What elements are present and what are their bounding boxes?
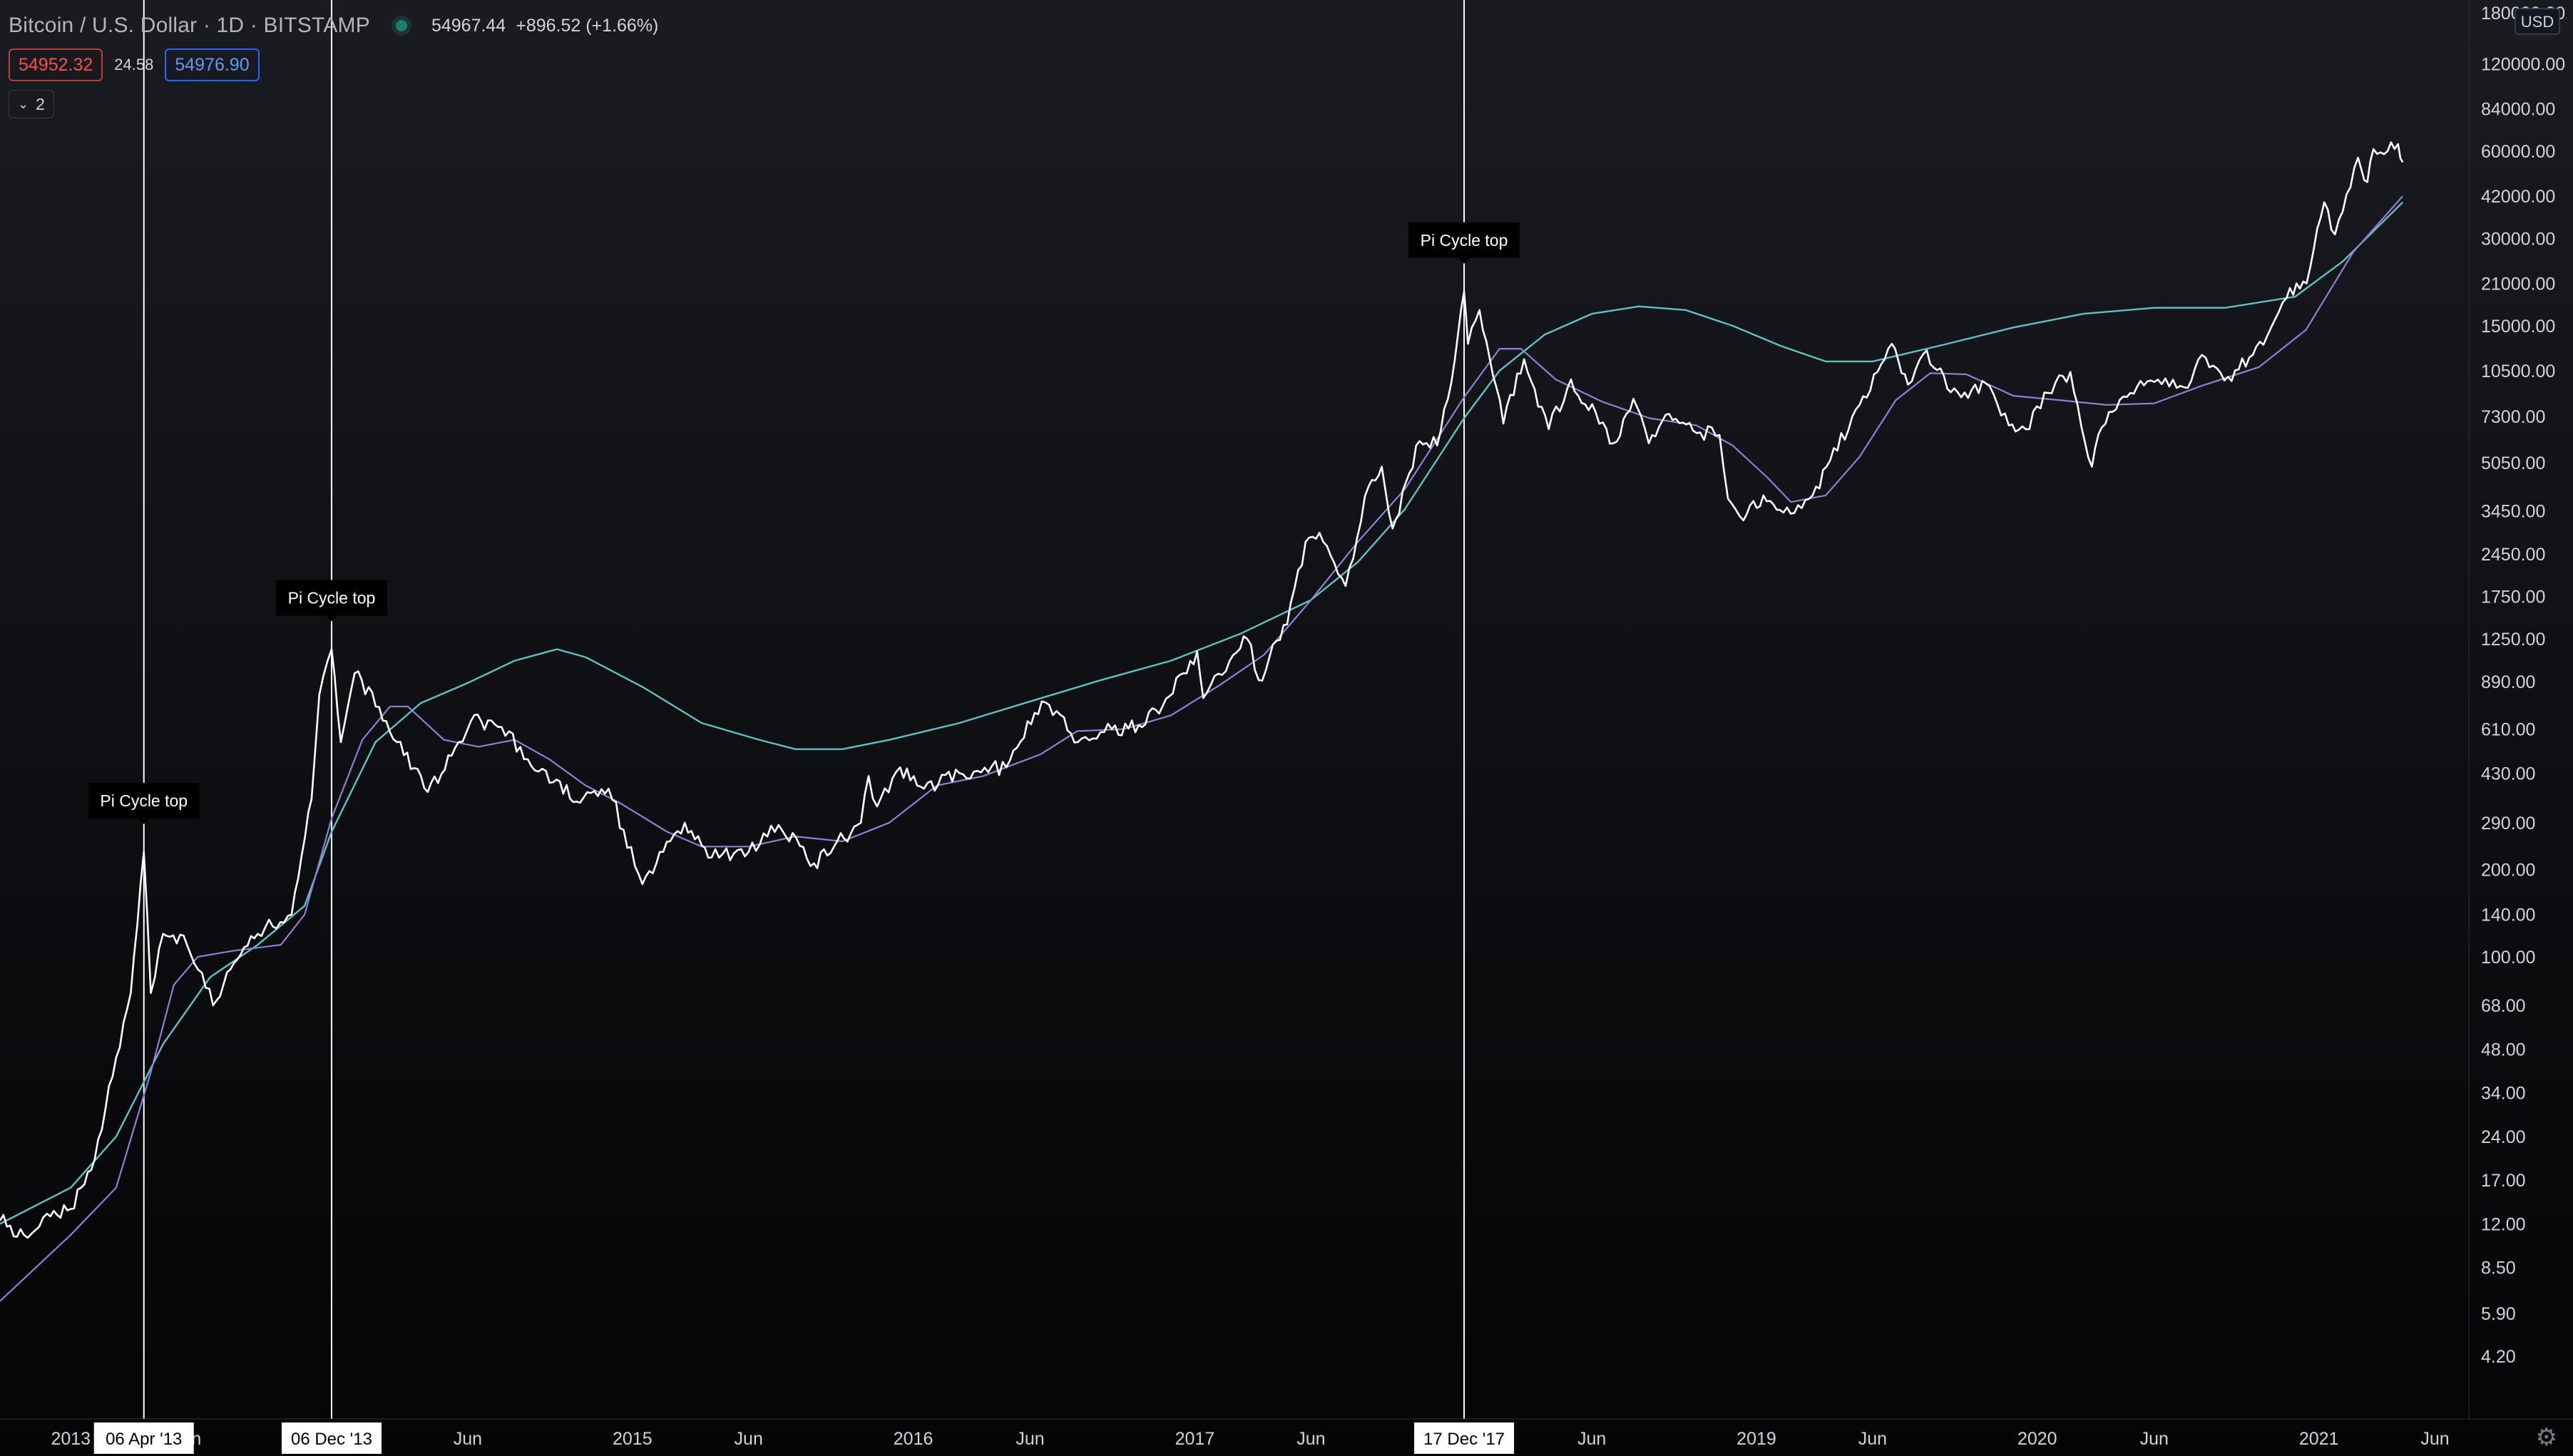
marker-date-label: 06 Apr '13 [93,1422,194,1454]
price-series-line [0,141,2404,1239]
indicators-collapse-button[interactable]: ⌄ 2 [9,90,54,118]
label-background [275,580,387,616]
y-tick-label: 8.50 [2481,1258,2516,1278]
y-tick-label: 60000.00 [2481,142,2555,162]
marker-label-text: Pi Cycle top [100,791,188,810]
marker-date-label: 06 Dec '13 [281,1422,382,1454]
y-tick-label: 12.00 [2481,1214,2526,1234]
y-tick-label: 200.00 [2481,860,2535,880]
y-tick-label: 290.00 [2481,814,2535,834]
y-tick-label: 10500.00 [2481,362,2555,381]
x-tick-label: Jun [454,1429,482,1449]
live-status-dot-icon [395,20,407,31]
y-tick-label: 1750.00 [2481,587,2545,607]
marker-date-label: 17 Dec '17 [1414,1422,1515,1454]
ma-350x2-line [0,201,2404,1225]
price-change: +896.52 (+1.66%) [516,15,659,36]
x-tick-label: Jun [735,1429,763,1449]
bid-price[interactable]: 54952.32 [9,48,103,81]
x-tick-label: 2017 [1175,1429,1215,1449]
y-tick-label: 21000.00 [2481,274,2555,294]
y-tick-label: 1250.00 [2481,630,2545,650]
y-tick-label: 30000.00 [2481,229,2555,249]
y-tick-label: 42000.00 [2481,187,2555,207]
x-tick-label: Jun [1858,1429,1887,1449]
y-tick-label: 890.00 [2481,672,2535,692]
label-background [88,782,200,819]
x-tick-label: Jun [2420,1429,2449,1449]
y-tick-label: 15000.00 [2481,317,2555,337]
x-tick-label: 2019 [1736,1429,1776,1449]
y-tick-label: 5050.00 [2481,453,2545,473]
marker-label-text: Pi Cycle top [288,589,376,607]
y-tick-label: 2450.00 [2481,545,2545,565]
currency-text: USD [2521,13,2554,31]
y-tick-label: 24.00 [2481,1127,2526,1147]
x-tick-label: 2020 [2017,1429,2057,1449]
y-tick-label: 3450.00 [2481,501,2545,521]
quote-row: 54952.32 24.58 54976.90 [9,48,260,81]
symbol-title[interactable]: Bitcoin / U.S. Dollar · 1D · BITSTAMP [9,14,370,37]
y-tick-label: 5.90 [2481,1304,2516,1324]
date-label-text: 06 Apr '13 [106,1430,182,1449]
x-tick-label: Jun [2140,1429,2169,1449]
y-tick-label: 34.00 [2481,1083,2526,1103]
x-tick-label: 2016 [894,1429,933,1449]
y-tick-label: 48.00 [2481,1040,2526,1060]
x-tick-label: Jun [1577,1429,1606,1449]
label-pointer [325,615,337,622]
ask-price[interactable]: 54976.90 [165,48,260,81]
spread: 24.58 [114,56,154,73]
y-tick-label: 140.00 [2481,905,2535,925]
date-label-text: 06 Dec '13 [291,1430,372,1449]
x-tick-label: Jun [1016,1429,1044,1449]
gear-icon[interactable]: ⚙ [2535,1424,2557,1451]
y-tick-label: 430.00 [2481,764,2535,784]
y-tick-label: 100.00 [2481,948,2535,968]
currency-box [2515,8,2560,35]
currency-label[interactable]: USD [2515,8,2560,35]
chevron-down-icon: ⌄ [18,96,29,111]
x-tick-label: Jun [1296,1429,1325,1449]
x-tick-label: 2015 [613,1429,653,1449]
y-tick-label: 68.00 [2481,996,2526,1016]
marker-label-text: Pi Cycle top [1421,231,1508,250]
label-pointer [138,818,150,824]
label-pointer [1458,257,1470,264]
pi-cycle-top-label: Pi Cycle top [88,782,200,824]
date-label-background [281,1422,382,1454]
symbol-legend: Bitcoin / U.S. Dollar · 1D · BITSTAMP 54… [9,10,658,41]
y-tick-label: 4.20 [2481,1347,2516,1367]
y-tick-label: 84000.00 [2481,100,2555,120]
date-label-text: 17 Dec '17 [1423,1430,1505,1449]
pi-cycle-top-label: Pi Cycle top [275,580,387,622]
date-label-background [93,1422,194,1454]
pi-cycle-top-label: Pi Cycle top [1408,222,1520,264]
y-tick-label: 610.00 [2481,720,2535,740]
label-background [1408,222,1520,258]
ma-111-line [0,195,2404,1302]
x-tick-label: 2013 [51,1429,91,1449]
last-price: 54967.44 [431,15,506,36]
y-tick-label: 120000.00 [2481,55,2565,75]
x-tick-label: 2021 [2299,1429,2339,1449]
date-label-background [1414,1422,1515,1454]
y-tick-label: 17.00 [2481,1171,2526,1191]
y-tick-label: 7300.00 [2481,407,2545,427]
indicator-count: 2 [36,94,45,113]
